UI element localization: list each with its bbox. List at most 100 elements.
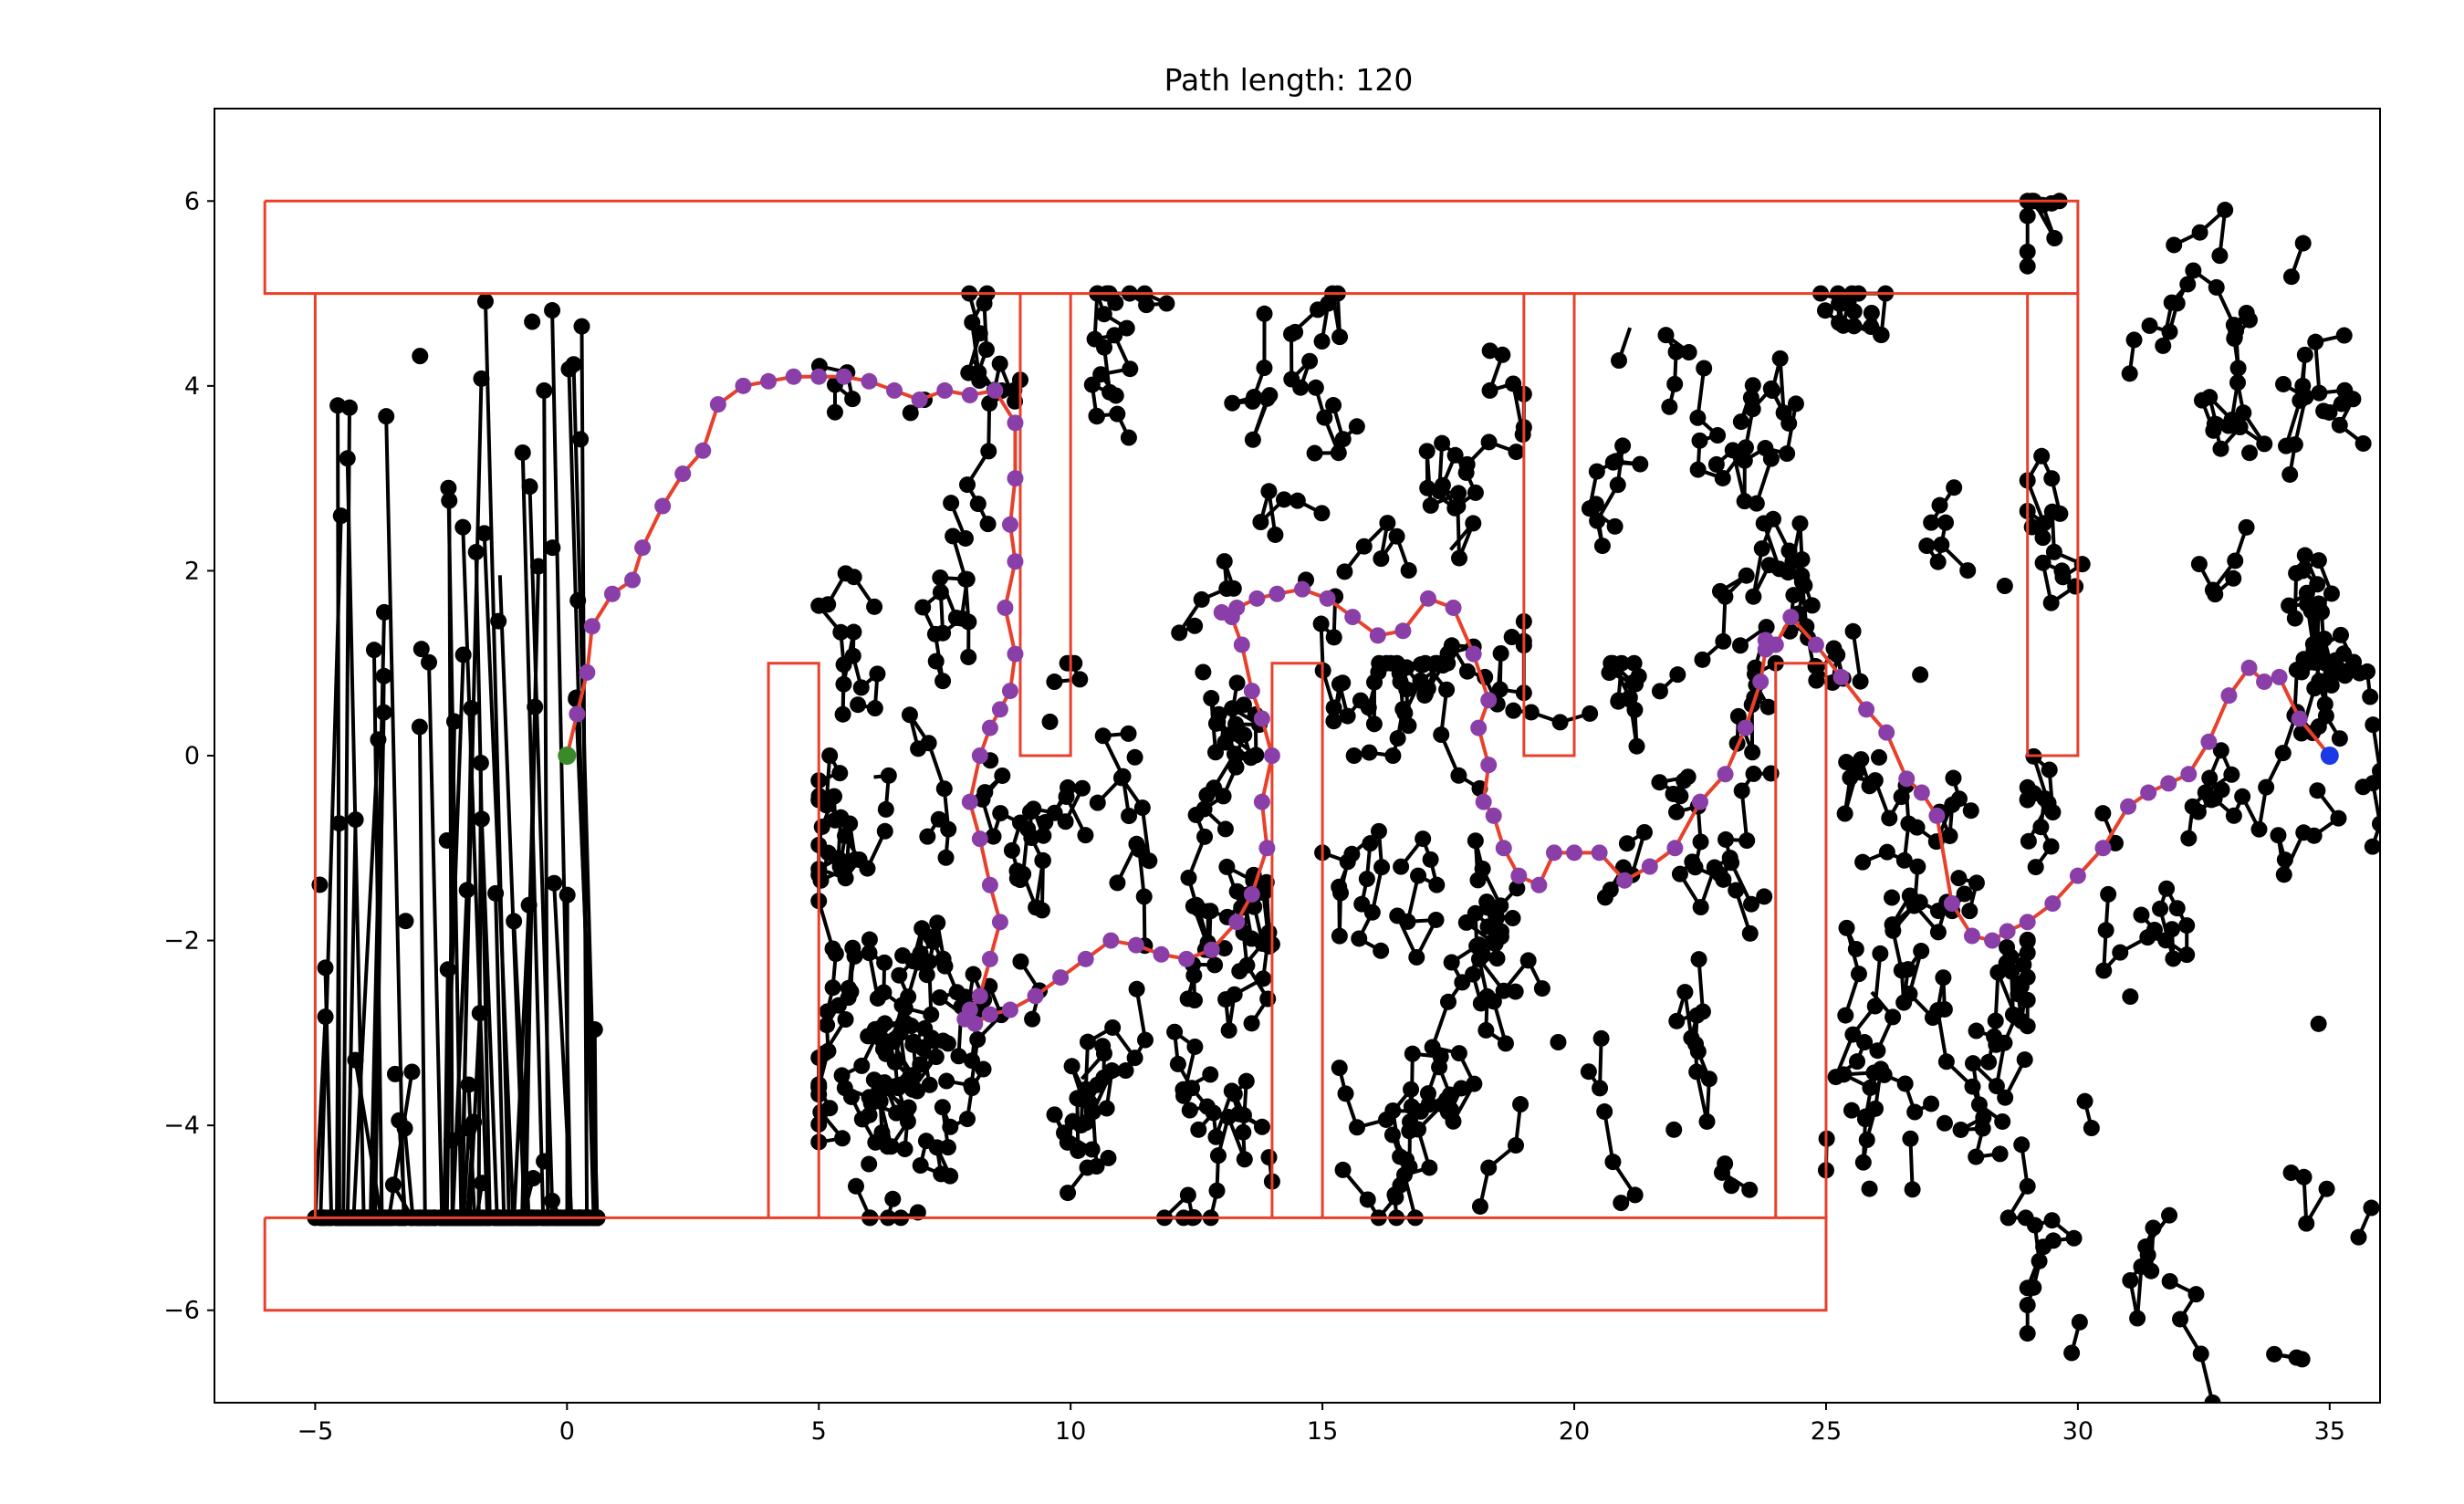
path-node [961,386,978,403]
path-node [1898,770,1916,788]
tree-node [1101,383,1119,401]
tree-node [830,997,847,1014]
tree-edge [1739,790,1749,841]
path-node [1445,599,1462,616]
path-node [981,1006,998,1023]
tree-edge [1873,953,1883,1007]
tree-node [2146,922,2163,939]
tree-node [1507,983,1524,1000]
tree-node [1923,1095,1940,1112]
tree-edge [1730,449,1747,502]
path-node [674,465,692,483]
path-node [1394,622,1412,640]
path-node [634,539,652,557]
tree-node [1216,820,1234,838]
tree-node [927,653,945,670]
tree-node [1665,1121,1683,1138]
tree-node [2226,329,2243,346]
path-node [1591,844,1608,862]
path-node [1001,683,1018,700]
path-node [1127,936,1144,954]
path-node [810,368,828,385]
tree-node [1785,587,1802,604]
path-node [936,381,954,399]
tree-node [926,625,944,642]
path-node [1213,604,1230,621]
path-node [2094,840,2112,857]
tree-node [861,1155,878,1173]
tree-node [1041,713,1059,730]
tree-node [524,313,541,330]
tree-edge [1241,1081,1248,1133]
tree-node [861,931,878,948]
tree-node [2155,337,2172,354]
tree-node [1509,880,1526,897]
tree-node [536,1153,553,1170]
tree-node [1313,505,1331,522]
tree-node [930,810,947,828]
x-tick-label: 15 [1307,1417,1338,1446]
path-node [1691,793,1708,810]
tree-node [1089,794,1106,811]
tree-node [1717,1155,1734,1173]
tree-node [1336,563,1353,580]
x-tick-label: 30 [2062,1417,2093,1446]
tree-node [1207,715,1225,732]
path-node [579,663,596,681]
tree-node [2027,859,2044,876]
path-node [2240,659,2258,676]
path-node [2271,668,2288,685]
path-node [1253,793,1270,810]
wall-post-2 [1270,662,1324,1218]
path-node [1480,692,1498,709]
tree-node [1580,1063,1597,1081]
tree-node [1996,578,2013,595]
tree-node [850,696,867,714]
tree-node [1854,1154,1872,1171]
tree-node [1980,1053,1998,1071]
tree-edge [2198,1353,2215,1403]
x-tick-label: 25 [1811,1417,1842,1446]
path-node [2291,710,2308,727]
tree-node [1331,1060,1348,1077]
tree-node [1198,787,1216,804]
tree-node [2019,243,2036,260]
path-node [1878,724,1895,741]
path-node [961,793,978,810]
tree-edge [512,904,531,1218]
path-node [1616,872,1634,889]
path-layer [559,368,2338,1032]
path-node [1102,932,1120,949]
tree-edge [313,1017,328,1218]
tree-node [1060,1185,1077,1202]
tree-node [1694,651,1711,668]
tree-node [1946,479,1963,496]
path-node [735,377,752,394]
path-node [1530,876,1548,893]
tree-edge [927,961,934,1015]
tree-node [2204,581,2221,599]
tree-node [1504,910,1521,927]
tree-edge [846,947,855,998]
path-node [2019,914,2036,931]
path-node [1178,950,1195,967]
goal-point [2320,747,2339,765]
endpoint-layer [558,747,2339,765]
tree-node [938,1072,955,1090]
tree-node [960,364,977,381]
y-tick-label: −4 [163,1112,200,1140]
path-node [1027,987,1044,1005]
path-node [991,701,1008,718]
tree-node [1630,668,1647,685]
tree-node [2354,434,2372,452]
tree-edge [1696,368,1707,419]
tree-edge [345,820,358,1218]
tree-node [2365,716,2380,734]
tree-node [939,1139,956,1156]
tree-node [2225,569,2242,587]
tree-node [1838,754,1855,771]
tree-node [2241,444,2259,462]
path-node [785,368,802,385]
tree-node [1912,666,1929,684]
path-node [1007,414,1024,432]
